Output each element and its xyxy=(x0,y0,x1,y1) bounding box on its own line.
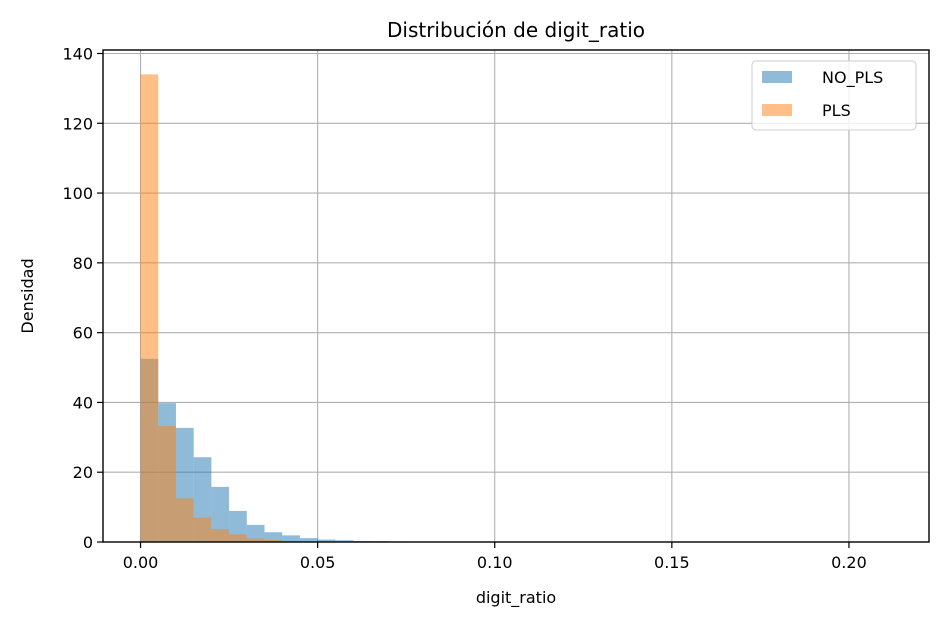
bar-no-pls-4 xyxy=(211,486,230,542)
y-tick-label-3: 60 xyxy=(73,324,93,343)
chart-title: Distribución de digit_ratio xyxy=(387,18,645,42)
bar-no-pls-9 xyxy=(299,538,318,542)
y-tick-label-4: 80 xyxy=(73,254,93,273)
x-tick-label-3: 0.15 xyxy=(654,553,690,572)
y-tick-label-6: 120 xyxy=(62,114,93,133)
x-axis-label: digit_ratio xyxy=(476,588,556,608)
bar-pls-5 xyxy=(229,534,247,542)
bar-no-pls-5 xyxy=(229,510,247,542)
legend-label-pls: PLS xyxy=(822,101,851,120)
bar-pls-4 xyxy=(211,529,230,542)
bar-pls-1 xyxy=(158,426,176,542)
plot-frame xyxy=(102,49,930,543)
bar-no-pls-8 xyxy=(282,535,300,542)
legend: NO_PLS PLS xyxy=(751,60,917,131)
ticks-layer: 0.00 0.05 0.10 0.15 0.20 0 20 40 60 80 100 120 140 xyxy=(62,44,866,572)
legend-box xyxy=(751,60,917,131)
y-tick-label-0: 0 xyxy=(83,533,93,552)
x-tick-label-4: 0.20 xyxy=(831,553,867,572)
bar-no-pls-11 xyxy=(335,540,354,542)
y-tick-label-7: 140 xyxy=(62,44,93,63)
bar-no-pls-6 xyxy=(246,524,265,542)
x-tick-label-0: 0.00 xyxy=(123,553,159,572)
bars-layer xyxy=(140,74,885,542)
legend-swatch-no-pls xyxy=(762,71,792,83)
legend-swatch-pls xyxy=(762,104,792,116)
bar-no-pls-10 xyxy=(317,539,336,542)
bar-pls-2 xyxy=(175,498,194,542)
bar-pls-0 xyxy=(140,74,159,542)
bar-no-pls-7 xyxy=(264,532,283,542)
y-tick-label-1: 20 xyxy=(73,463,93,482)
x-tick-label-2: 0.10 xyxy=(477,553,513,572)
y-axis-label: Densidad xyxy=(18,258,37,333)
bar-pls-6 xyxy=(246,538,265,542)
bar-pls-7 xyxy=(264,539,283,542)
bar-pls-3 xyxy=(193,517,212,542)
x-tick-label-1: 0.05 xyxy=(300,553,336,572)
y-tick-label-2: 40 xyxy=(73,393,93,412)
y-tick-label-5: 100 xyxy=(62,184,93,203)
legend-label-no-pls: NO_PLS xyxy=(822,68,883,88)
